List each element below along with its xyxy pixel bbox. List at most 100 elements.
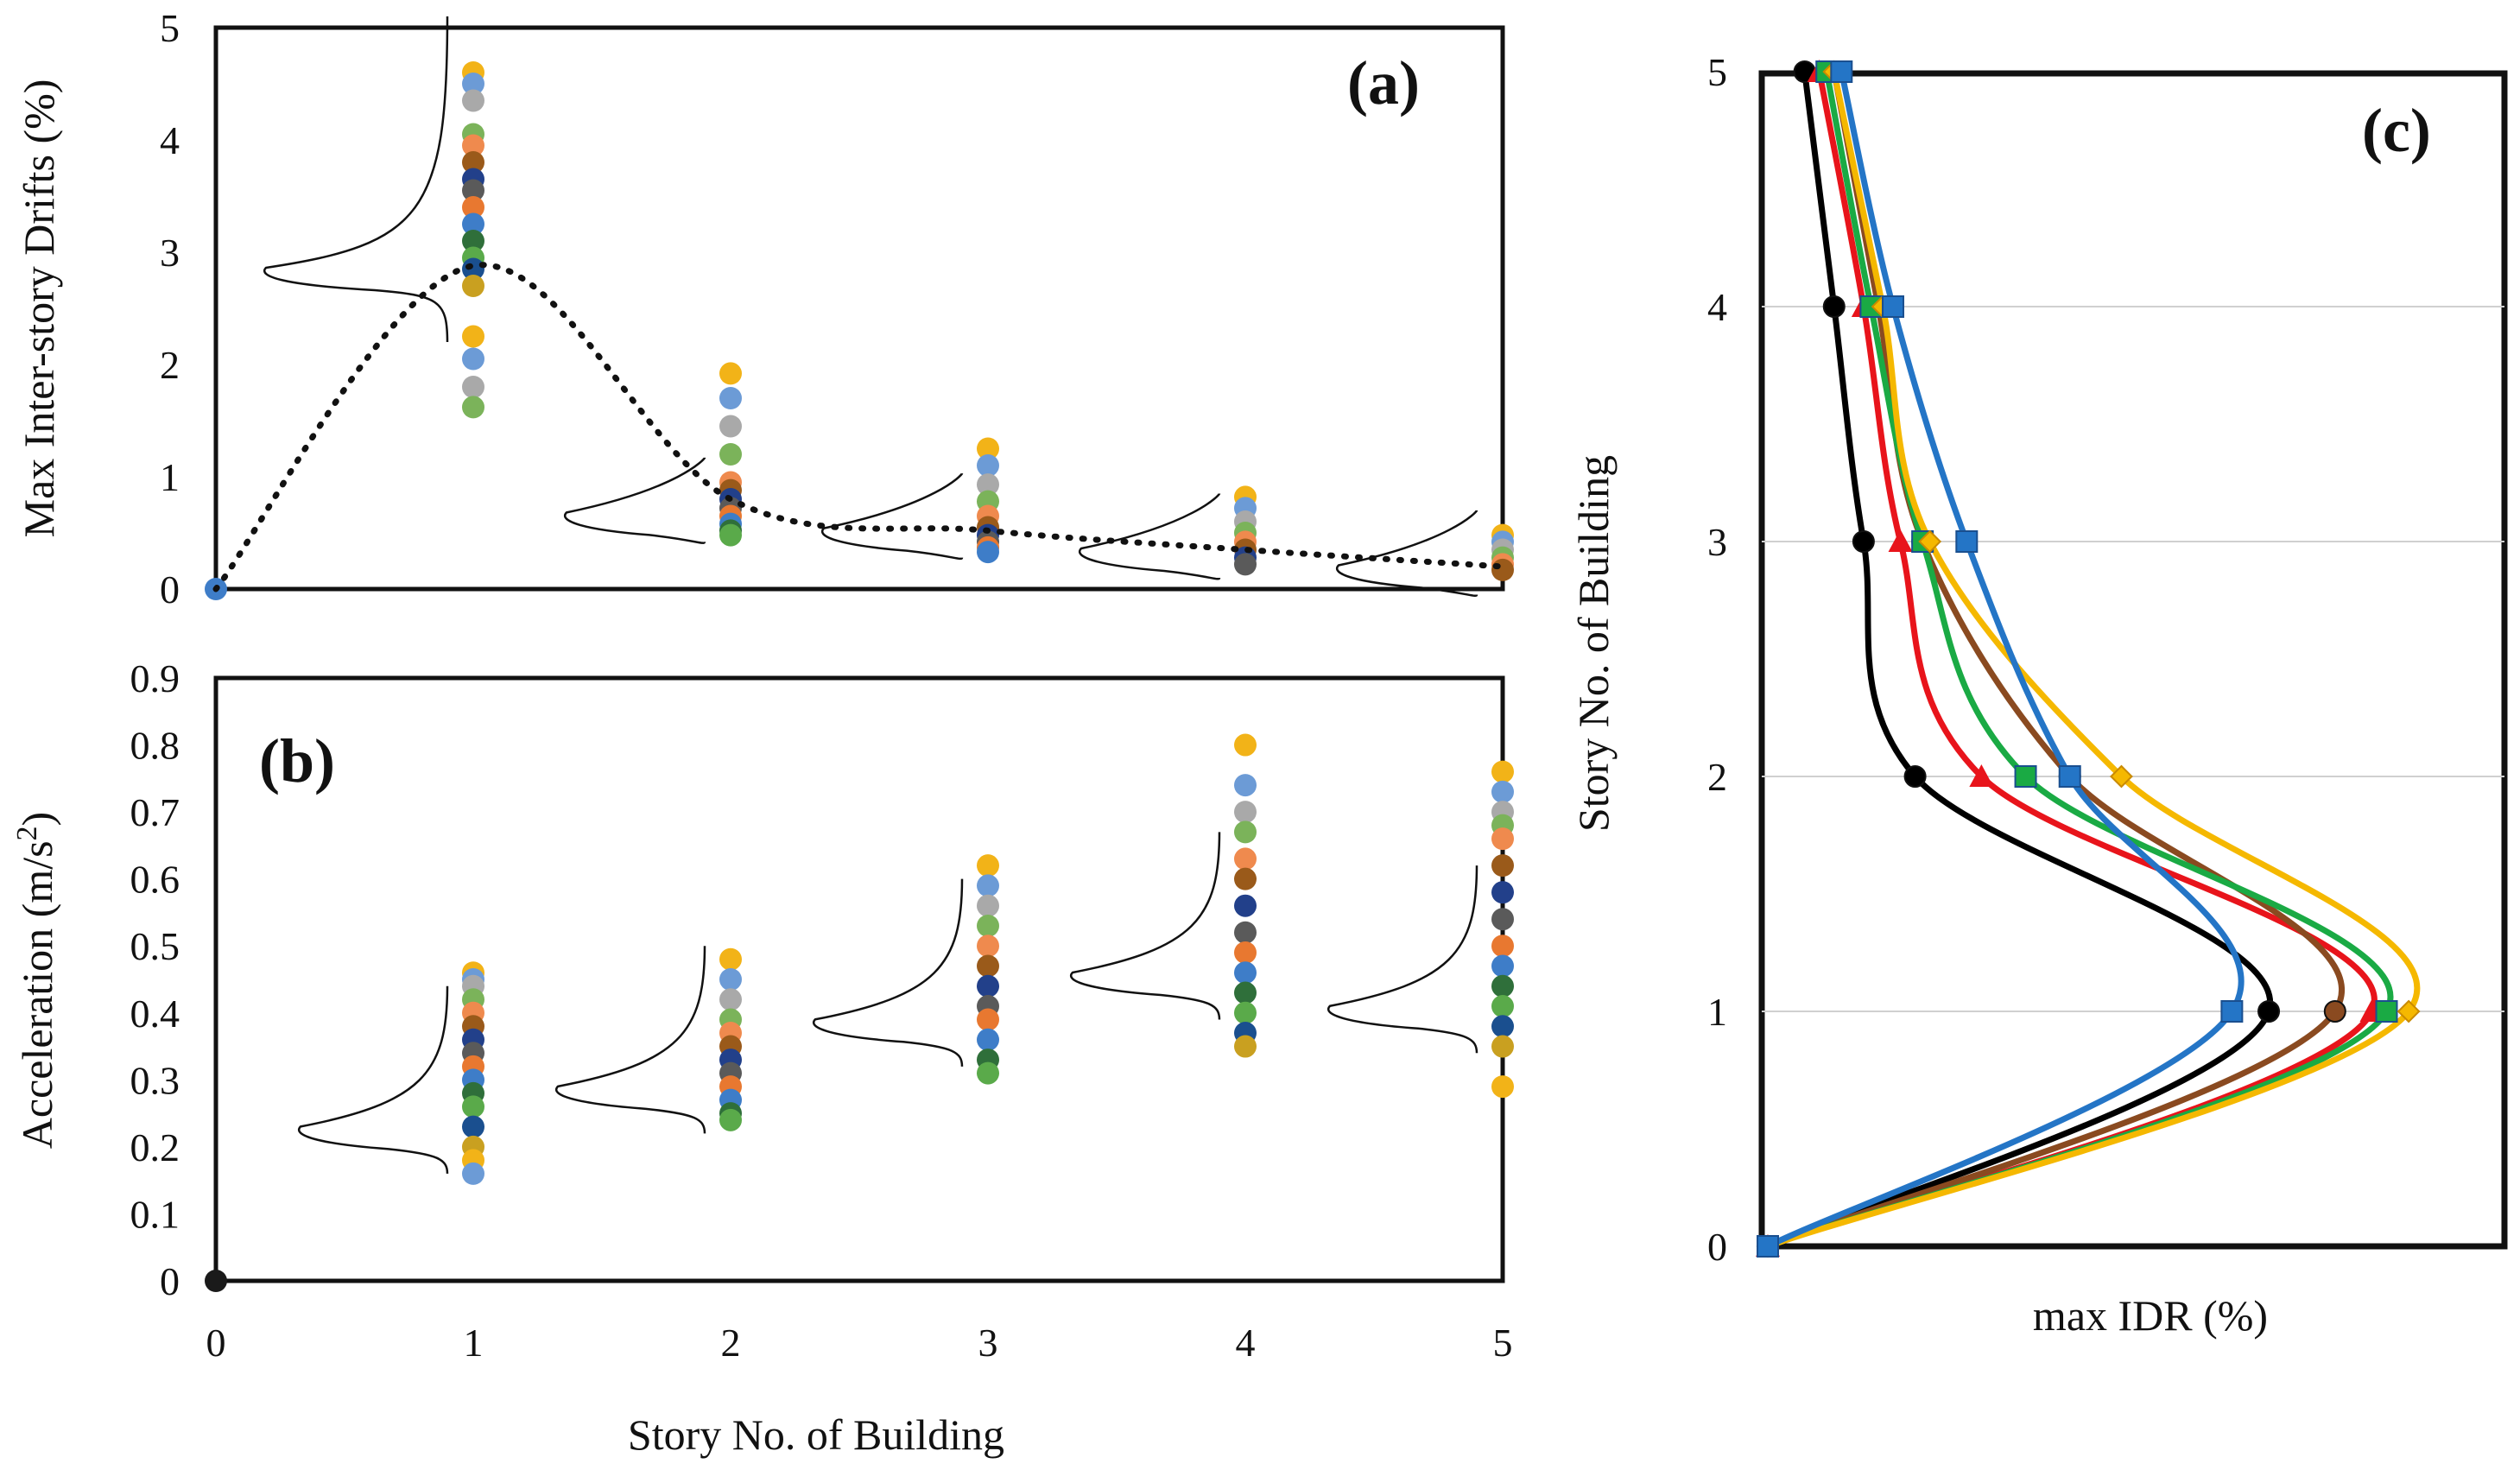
a-ytick-label: 0: [160, 567, 180, 611]
a-distribution-curve: [564, 457, 706, 544]
b-data-point: [977, 894, 999, 917]
panel-c-series-markers: [1756, 60, 2421, 1258]
panel-c-ylabel: Story No. of Building: [1569, 455, 1618, 832]
a-data-point: [977, 541, 999, 564]
a-data-point: [1491, 558, 1514, 581]
b-data-point: [1234, 1035, 1257, 1058]
panel-b-label: (b): [259, 726, 335, 795]
a-data-point: [977, 454, 999, 477]
c-marker-yellow: [1918, 529, 1942, 554]
b-data-point: [1491, 827, 1514, 851]
a-distribution-curve: [1079, 492, 1221, 580]
b-xtick-label: 5: [1493, 1321, 1513, 1365]
b-data-point: [1491, 954, 1514, 978]
a-data-point: [719, 362, 742, 385]
a-ytick-label: 2: [160, 343, 180, 387]
b-data-point: [719, 988, 742, 1011]
b-ytick-label: 0.7: [130, 790, 180, 834]
panel-b-x-ticks: 0 1 2 3 4 5: [206, 1321, 1513, 1365]
c-marker-blue: [2220, 1000, 2244, 1023]
a-data-point: [462, 73, 484, 95]
c-ytick-label: 0: [1707, 1225, 1727, 1269]
b-data-point: [977, 914, 999, 937]
shared-xlabel: Story No. of Building: [628, 1410, 1004, 1459]
b-ytick-label: 0.9: [130, 656, 180, 700]
b-data-point: [462, 1095, 484, 1118]
a-data-point: [462, 325, 484, 348]
b-xtick-label: 1: [464, 1321, 484, 1365]
b-data-point: [462, 1115, 484, 1138]
c-ytick-label: 1: [1707, 990, 1727, 1034]
b-data-point: [1491, 908, 1514, 931]
panel-b-ylabel-sup: 2: [11, 826, 43, 840]
c-ytick-label: 3: [1707, 520, 1727, 564]
panel-b-frame: [213, 675, 1505, 1283]
panel-b-distribution-curves: [298, 832, 1478, 1174]
b-data-point: [1234, 961, 1257, 985]
c-marker-blue: [1955, 530, 1979, 553]
a-ytick-label: 5: [160, 6, 180, 50]
panel-b-ylabel-end: ): [13, 812, 61, 827]
panel-c-frame: [1758, 70, 2508, 1250]
a-data-point: [1234, 553, 1257, 576]
panel-b-ylabel-main: Acceleration (m/s: [13, 840, 61, 1149]
c-marker-blue: [1757, 1235, 1779, 1258]
b-data-point: [977, 974, 999, 998]
a-distribution-curve: [263, 16, 449, 343]
a-data-point: [462, 196, 484, 219]
panel-b-y-ticks: 0 0.1 0.2 0.3 0.4 0.5 0.6 0.7 0.8 0.9: [130, 656, 180, 1303]
b-ytick-label: 0.4: [130, 992, 180, 1036]
b-ytick-label: 0.1: [130, 1192, 180, 1236]
panel-a-label: (a): [1347, 48, 1420, 117]
b-data-point: [205, 1270, 227, 1292]
b-data-point: [719, 968, 742, 991]
panel-a-distribution-curves: [263, 16, 1478, 598]
a-data-point: [719, 387, 742, 409]
b-data-point: [977, 935, 999, 958]
panel-c-xlabel: max IDR (%): [2033, 1291, 2268, 1340]
panel-a-mean-curve: [212, 262, 1506, 592]
b-data-point: [1234, 941, 1257, 964]
b-data-point: [719, 947, 742, 971]
a-data-point: [462, 179, 484, 202]
b-distribution-curve: [813, 878, 964, 1067]
b-ytick-label: 0.5: [130, 924, 180, 968]
b-data-point: [1491, 974, 1514, 998]
b-data-point: [1491, 1075, 1514, 1099]
a-data-point: [462, 230, 484, 252]
c-marker-yellow: [2110, 764, 2133, 789]
b-data-point: [1234, 921, 1257, 944]
b-data-point: [1491, 1015, 1514, 1038]
panel-b-points: [205, 733, 1514, 1292]
b-ytick-label: 0.8: [130, 724, 180, 768]
b-data-point: [1234, 867, 1257, 890]
b-xtick-label: 4: [1236, 1321, 1256, 1365]
c-marker-green: [2375, 1000, 2398, 1023]
c-ytick-label: 5: [1707, 50, 1727, 94]
b-data-point: [1234, 821, 1257, 844]
a-data-point: [719, 523, 742, 547]
panel-c-series-lines: [1766, 71, 2421, 1250]
b-ytick-label: 0.6: [130, 858, 180, 902]
b-data-point: [1491, 780, 1514, 803]
b-data-point: [462, 1162, 484, 1185]
a-ytick-label: 1: [160, 455, 180, 499]
c-marker-red: [1888, 529, 1913, 552]
b-data-point: [977, 1028, 999, 1051]
a-data-point: [719, 415, 742, 438]
c-marker-blue: [2058, 765, 2081, 788]
c-marker-brown: [2323, 1000, 2346, 1023]
b-data-point: [1234, 1001, 1257, 1024]
a-ytick-label: 3: [160, 231, 180, 275]
a-data-point: [462, 134, 484, 157]
c-series-line-blue: [1766, 71, 2245, 1250]
panel-a-frame: [213, 25, 1505, 592]
a-distribution-curve: [821, 472, 964, 561]
b-data-point: [977, 874, 999, 897]
b-data-point: [1234, 801, 1257, 824]
b-data-point: [1234, 894, 1257, 917]
b-data-point: [1491, 995, 1514, 1018]
b-ytick-label: 0: [160, 1259, 180, 1303]
